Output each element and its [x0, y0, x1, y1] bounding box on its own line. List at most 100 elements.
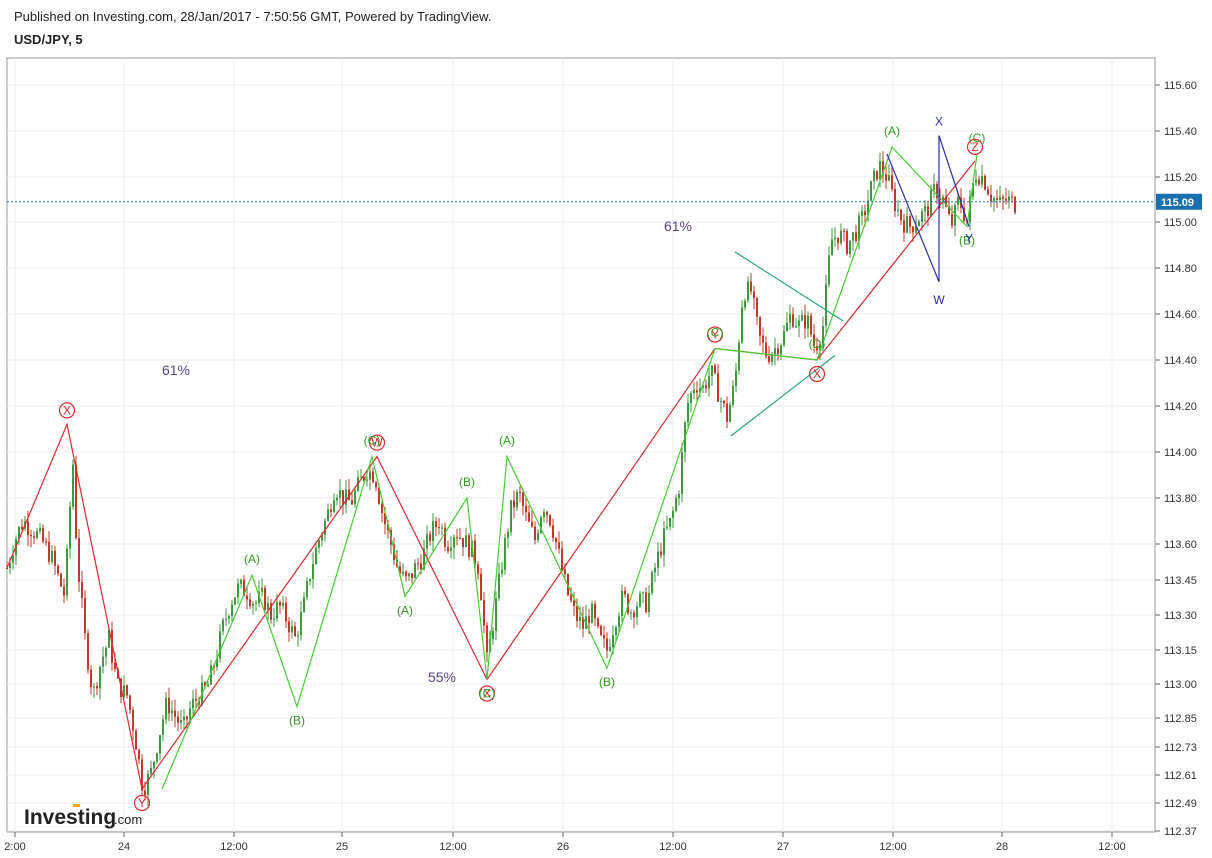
price-axis: 115.60 115.40 115.20 115.00 114.80 114.60 114.… [1155, 80, 1197, 838]
candle-body [132, 710, 134, 731]
candle-body [474, 540, 476, 565]
logo-accent-bar [73, 804, 80, 807]
price-tick-label: 115.40 [1164, 126, 1197, 138]
candle-body [600, 626, 602, 635]
candle-body [261, 587, 263, 592]
candle-body [345, 489, 347, 505]
candle-body [351, 499, 353, 505]
candle-body [750, 281, 752, 292]
candle-body [696, 390, 698, 393]
candle-body [768, 356, 770, 362]
candle-body [840, 230, 842, 244]
candle-body [591, 603, 593, 623]
candle-body [243, 579, 245, 596]
candle-body [420, 563, 422, 570]
candle-body [846, 231, 848, 254]
candle-body [90, 669, 92, 687]
candle-body [252, 603, 254, 606]
candle-body [312, 564, 314, 579]
candle-body [510, 500, 512, 532]
candle-body [639, 593, 641, 607]
candle-body [348, 489, 350, 500]
candle-body [918, 221, 920, 227]
candle-body [81, 581, 83, 598]
candle-body [663, 528, 665, 556]
candle-body [102, 656, 104, 667]
green-wave-label: (A) [499, 434, 515, 448]
candle-body [786, 322, 788, 331]
time-axis: 2:00 24 12:00 25 12:00 26 12:00 27 12:00 28 12:00 [4, 832, 1126, 853]
candle-body [195, 698, 197, 701]
blue-wave-line [886, 135, 970, 283]
candle-body [399, 566, 401, 575]
candle-body [285, 602, 287, 622]
candle-body [780, 345, 782, 355]
candle-body [423, 548, 425, 570]
candle-body [558, 542, 560, 549]
candle-body [729, 404, 731, 422]
price-tick-label: 113.60 [1164, 539, 1197, 551]
candle-body [21, 526, 23, 529]
candle-body [279, 601, 281, 606]
green-wave-label: (B) [289, 714, 305, 728]
candle-body [798, 320, 800, 327]
candle-body [504, 537, 506, 570]
candle-body [87, 633, 89, 670]
candle-body [831, 239, 833, 256]
candle-body [813, 334, 815, 347]
candle-body [747, 281, 749, 301]
candle-body [36, 531, 38, 538]
candle-body [150, 768, 152, 774]
candle-body [156, 753, 158, 762]
candle-body [822, 325, 824, 345]
candle-body [576, 606, 578, 621]
candle-body [810, 315, 812, 335]
candle-body [42, 528, 44, 542]
candle-body [888, 175, 890, 181]
candle-body [531, 521, 533, 527]
candle-body [765, 342, 767, 357]
candle-body [330, 509, 332, 512]
candle-body [678, 493, 680, 498]
candle-body [33, 536, 35, 538]
price-tick-label: 114.40 [1164, 355, 1197, 367]
candle-body [276, 601, 278, 619]
candle-body [246, 595, 248, 600]
candle-body [849, 240, 851, 254]
candle-body [981, 175, 983, 185]
red-wave-label: X [483, 686, 491, 700]
candle-body [204, 682, 206, 687]
candle-body [528, 512, 530, 522]
candle-body [417, 563, 419, 565]
candle-body [1002, 196, 1004, 199]
red-wave-circle [966, 138, 984, 155]
red-wave-circle [58, 402, 76, 419]
time-tick-label: 12:00 [659, 841, 687, 853]
candle-body [906, 216, 908, 233]
candle-body [930, 189, 932, 216]
candle-body [579, 617, 581, 621]
candle-body [672, 510, 674, 519]
candle-body [909, 216, 911, 227]
candle-body [972, 183, 974, 197]
candle-body [651, 572, 653, 593]
candle-body [387, 524, 389, 531]
retracement-percent-label: 55% [428, 669, 456, 685]
candle-body [933, 183, 935, 190]
candle-body [660, 551, 662, 556]
candle-body [993, 198, 995, 202]
teal-channel-line [734, 251, 844, 322]
candle-body [60, 573, 62, 587]
green-wave-label: (B) [459, 475, 475, 489]
last-price-marker: 115.09 [7, 193, 1202, 210]
candle-body [468, 535, 470, 557]
candle-body [675, 497, 677, 511]
candle-body [720, 400, 722, 402]
candle-body [501, 569, 503, 574]
candle-body [1008, 196, 1010, 201]
candle-body [801, 315, 803, 321]
candle-body [543, 511, 545, 518]
candle-body [726, 403, 728, 422]
candle-body [255, 602, 257, 604]
